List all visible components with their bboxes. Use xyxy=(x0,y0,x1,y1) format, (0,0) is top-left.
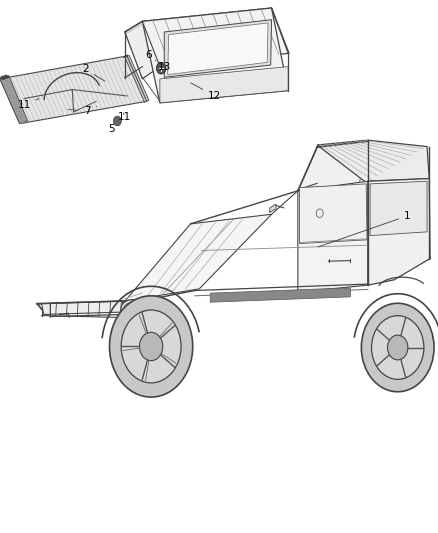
Polygon shape xyxy=(300,142,366,188)
Polygon shape xyxy=(300,184,367,244)
Polygon shape xyxy=(317,140,429,184)
Text: 12: 12 xyxy=(191,83,221,101)
Polygon shape xyxy=(210,288,350,302)
Text: 13: 13 xyxy=(158,62,171,71)
Text: 5: 5 xyxy=(108,121,117,134)
Polygon shape xyxy=(142,8,289,67)
Polygon shape xyxy=(168,23,268,75)
Polygon shape xyxy=(0,56,147,124)
Text: 11: 11 xyxy=(18,99,39,110)
Polygon shape xyxy=(368,179,430,285)
Ellipse shape xyxy=(121,300,142,319)
Polygon shape xyxy=(0,76,28,124)
Text: 6: 6 xyxy=(145,51,155,61)
Polygon shape xyxy=(160,67,288,103)
Polygon shape xyxy=(125,21,160,79)
Polygon shape xyxy=(42,301,131,314)
Circle shape xyxy=(139,332,163,361)
Text: 2: 2 xyxy=(82,64,105,81)
Circle shape xyxy=(371,316,424,379)
Polygon shape xyxy=(142,8,288,103)
Circle shape xyxy=(113,116,121,126)
Circle shape xyxy=(110,296,193,397)
Polygon shape xyxy=(164,20,272,77)
Circle shape xyxy=(388,335,408,360)
Text: 11: 11 xyxy=(118,112,131,122)
Polygon shape xyxy=(125,55,149,102)
Polygon shape xyxy=(125,214,272,301)
Polygon shape xyxy=(370,181,427,236)
Text: 7: 7 xyxy=(84,106,96,116)
Polygon shape xyxy=(298,181,368,292)
Circle shape xyxy=(361,303,434,392)
Circle shape xyxy=(156,62,166,74)
Ellipse shape xyxy=(124,303,139,316)
Text: 1: 1 xyxy=(318,211,411,247)
Circle shape xyxy=(121,310,181,383)
Polygon shape xyxy=(270,204,276,212)
